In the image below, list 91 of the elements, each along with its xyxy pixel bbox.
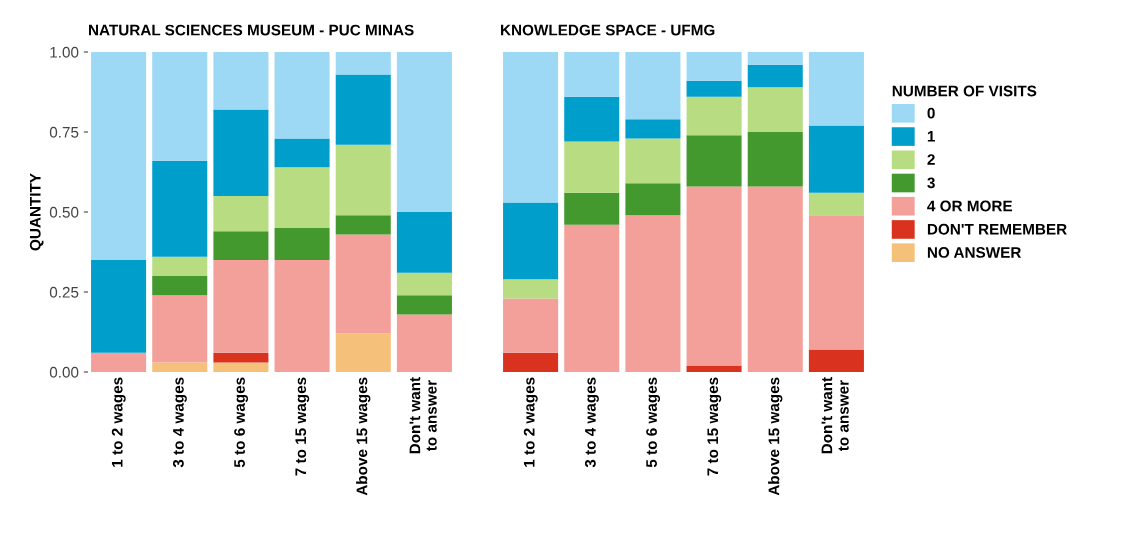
bar xyxy=(564,96,620,142)
bar xyxy=(213,260,269,353)
bar xyxy=(213,352,269,363)
bar xyxy=(808,125,864,193)
legend-title: NUMBER OF VISITS xyxy=(892,85,1037,97)
bar xyxy=(625,215,681,372)
bar xyxy=(335,144,391,216)
bar xyxy=(808,215,864,350)
bar xyxy=(335,234,391,334)
bar xyxy=(503,279,559,299)
y-tick-label: 0.50 xyxy=(49,206,79,218)
bar xyxy=(686,135,742,187)
y-tick-label: 0.25 xyxy=(49,286,79,298)
legend-label: NO ANSWER xyxy=(927,247,1022,258)
legend-label: 3 xyxy=(927,177,935,189)
bar xyxy=(625,138,681,184)
chart-title: KNOWLEDGE SPACE - UFMG xyxy=(501,24,715,36)
bar xyxy=(213,109,269,196)
y-tick-label: 0.00 xyxy=(49,366,79,378)
x-tick-label: 3 to 4 wages xyxy=(584,377,599,468)
x-tick-label: 7 to 15 wages xyxy=(295,377,310,476)
bar xyxy=(747,132,803,187)
bar xyxy=(396,314,452,372)
bar xyxy=(152,52,208,161)
bar xyxy=(152,362,208,372)
bar xyxy=(625,52,681,120)
bar xyxy=(686,365,742,372)
x-tick-label: Above 15 wages xyxy=(356,377,371,496)
bar xyxy=(747,186,803,372)
bar xyxy=(274,228,330,260)
bar xyxy=(335,215,391,235)
x-tick-label: 1 to 2 wages xyxy=(523,377,538,467)
bar xyxy=(686,186,742,366)
y-tick-label: 1.00 xyxy=(50,46,79,58)
bar xyxy=(213,231,269,260)
bar xyxy=(503,298,559,353)
bar xyxy=(91,352,147,372)
x-tick-label: 7 to 15 wages xyxy=(707,377,722,476)
x-tick-label: 5 to 6 wages xyxy=(646,377,661,468)
bar xyxy=(91,52,147,260)
bar xyxy=(396,212,452,273)
bar xyxy=(808,349,864,372)
bar xyxy=(335,333,391,372)
legend-label: 2 xyxy=(927,154,935,165)
bar xyxy=(152,295,208,363)
x-tick-label: 5 to 6 wages xyxy=(234,377,249,468)
chart-title: NATURAL SCIENCES MUSEUM - PUC MINAS xyxy=(89,24,414,36)
bar xyxy=(91,260,147,353)
x-tick-label: 3 to 4 wages xyxy=(172,377,187,468)
bar xyxy=(564,141,620,193)
bar xyxy=(274,138,330,168)
bar xyxy=(152,276,208,296)
bar xyxy=(274,260,330,372)
x-tick-label: 1 to 2 wages xyxy=(111,377,126,467)
legend-label: DON'T REMEMBER xyxy=(927,223,1067,235)
bar xyxy=(808,192,864,216)
bar xyxy=(564,52,620,97)
legend-label: 4 OR MORE xyxy=(927,200,1013,212)
bar xyxy=(503,52,559,203)
bar xyxy=(747,52,803,65)
bar xyxy=(213,362,269,372)
bar xyxy=(396,272,452,296)
bar xyxy=(152,160,208,257)
bar xyxy=(564,224,620,372)
bar xyxy=(686,96,742,136)
y-axis-title: QUANTITY xyxy=(29,173,44,251)
bar xyxy=(625,119,681,139)
bar xyxy=(152,256,208,276)
bar xyxy=(274,167,330,228)
bar xyxy=(335,74,391,145)
bar xyxy=(213,52,269,110)
bar xyxy=(686,80,742,97)
bar xyxy=(503,202,559,280)
legend-label: 1 xyxy=(927,131,935,142)
bar xyxy=(747,64,803,88)
bar xyxy=(564,192,620,225)
bar xyxy=(747,87,803,132)
bar xyxy=(335,52,391,75)
bar xyxy=(396,295,452,315)
legend-label: 0 xyxy=(927,107,935,119)
y-tick-label: 0.75 xyxy=(49,126,79,138)
bar xyxy=(686,52,742,81)
bar xyxy=(503,352,559,372)
bar xyxy=(808,52,864,126)
x-tick-label: Don't want to answer xyxy=(409,377,437,454)
bar xyxy=(396,52,452,212)
x-tick-label: Above 15 wages xyxy=(768,377,783,496)
x-tick-label: Don't want to answer xyxy=(821,377,849,454)
bar xyxy=(213,196,269,232)
bar xyxy=(274,52,330,139)
bar xyxy=(625,183,681,216)
